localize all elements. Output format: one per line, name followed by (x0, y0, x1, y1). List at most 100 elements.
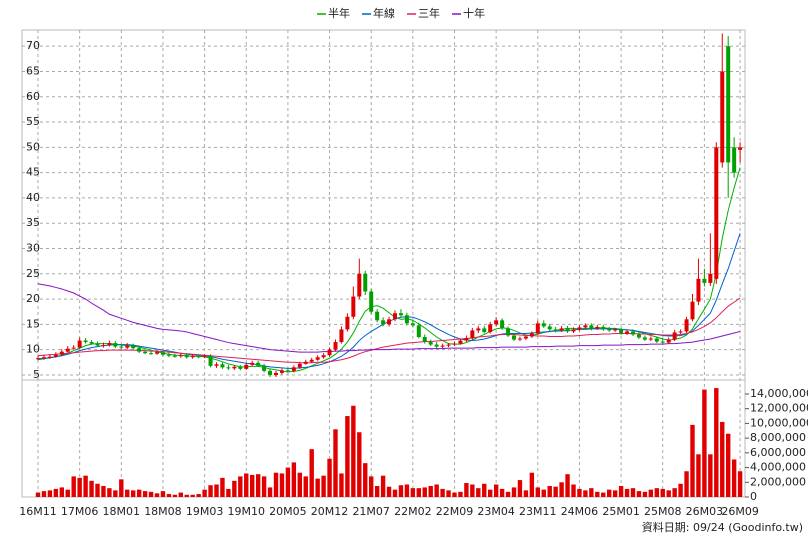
candle-body (250, 362, 255, 365)
volume-bar (244, 473, 249, 497)
x-tick-label: 18M01 (103, 505, 141, 518)
candle-body (339, 329, 344, 343)
candle-body (357, 273, 362, 297)
volume-bar (660, 488, 665, 497)
y-tick-label: 45 (26, 166, 40, 179)
volume-bar (476, 488, 481, 497)
y2-tick-label: 4,000,000 (750, 461, 806, 474)
volume-bar (166, 494, 172, 497)
y2-tick-label: 6,000,000 (750, 446, 806, 459)
candle-body (226, 367, 231, 369)
candle-body (708, 273, 713, 283)
candle-body (113, 343, 118, 347)
candle-body (601, 326, 606, 330)
volume-bar (333, 429, 338, 497)
candle-body (470, 330, 475, 339)
legend-label: 十年 (463, 6, 485, 20)
candle-body (672, 332, 677, 340)
volume-bar (208, 485, 213, 497)
candle-body (53, 354, 58, 357)
candle-body (434, 344, 439, 347)
candle-body (190, 356, 195, 358)
volume-bar (267, 487, 273, 497)
volume-bar (220, 477, 225, 497)
candle-body (41, 357, 46, 359)
y2-tick-label: 10,000,000 (750, 416, 808, 429)
candle-body (291, 367, 296, 371)
volume-bar (422, 487, 427, 497)
volume-bar (226, 488, 231, 497)
volume-bar (351, 405, 356, 497)
volume-bar (493, 484, 499, 497)
candle-body (702, 278, 707, 283)
candle-body (642, 337, 647, 340)
candle-body (500, 320, 505, 329)
volume-bar (416, 488, 421, 497)
x-tick-label: 22M09 (436, 505, 474, 518)
y-tick-label: 40 (26, 191, 40, 204)
candle-body (131, 345, 136, 349)
x-tick-label: 21M07 (352, 505, 390, 518)
volume-bar (113, 490, 118, 497)
candle-body (512, 335, 516, 340)
volume-bar (41, 491, 47, 497)
x-tick-label: 24M06 (561, 505, 599, 518)
candle-body (410, 323, 415, 326)
x-tick-label: 23M11 (519, 505, 557, 518)
volume-bar (392, 489, 398, 497)
volume-bar (250, 474, 255, 497)
volume-bar (511, 487, 517, 497)
y-tick-label: 5 (33, 368, 40, 381)
candle-body (714, 147, 719, 279)
candle-body (595, 326, 600, 329)
y-tick-label: 15 (26, 317, 40, 330)
volume-bar (232, 480, 237, 497)
candle-body (613, 329, 618, 331)
volume-bar (369, 476, 374, 497)
candle-body (196, 356, 201, 358)
x-tick-label: 26M03 (686, 505, 724, 518)
candle-body (279, 370, 284, 373)
candle-body (726, 46, 731, 163)
candle-body (422, 337, 427, 343)
candle-body (178, 355, 183, 357)
candle-body (738, 147, 743, 150)
volume-bar (648, 489, 654, 497)
candle-body (488, 324, 493, 332)
volume-bar (672, 488, 677, 497)
volume-bar (434, 484, 439, 497)
candle-body (559, 328, 564, 331)
volume-bar (726, 433, 731, 497)
volume-bar (321, 475, 326, 497)
volume-bar (612, 490, 618, 497)
volume-bar (607, 489, 612, 497)
candle-body (440, 345, 445, 347)
candle-body (547, 326, 552, 330)
candle-body (101, 345, 106, 347)
candle-body (256, 362, 261, 366)
candle-body (393, 313, 397, 320)
candle-body (404, 315, 409, 324)
candle-body (517, 338, 522, 340)
volume-bar (678, 483, 683, 497)
volume-bar (178, 492, 183, 497)
volume-bar (571, 484, 576, 497)
volume-bar (595, 491, 600, 497)
x-tick-label: 25M01 (602, 505, 640, 518)
volume-bar (398, 485, 404, 497)
x-tick-label: 20M12 (311, 505, 349, 518)
x-tick-label: 17M06 (61, 505, 99, 518)
candle-body (631, 331, 635, 335)
volume-bar (160, 491, 166, 497)
volume-bar (517, 480, 523, 497)
y-tick-label: 50 (26, 140, 40, 153)
candle-body (494, 320, 499, 325)
candle-body (416, 325, 421, 338)
volume-bar (654, 488, 659, 497)
y2-tick-label: 2,000,000 (750, 475, 806, 488)
volume-bar (404, 484, 410, 497)
volume-bar (297, 472, 302, 497)
candle-body (720, 71, 725, 163)
